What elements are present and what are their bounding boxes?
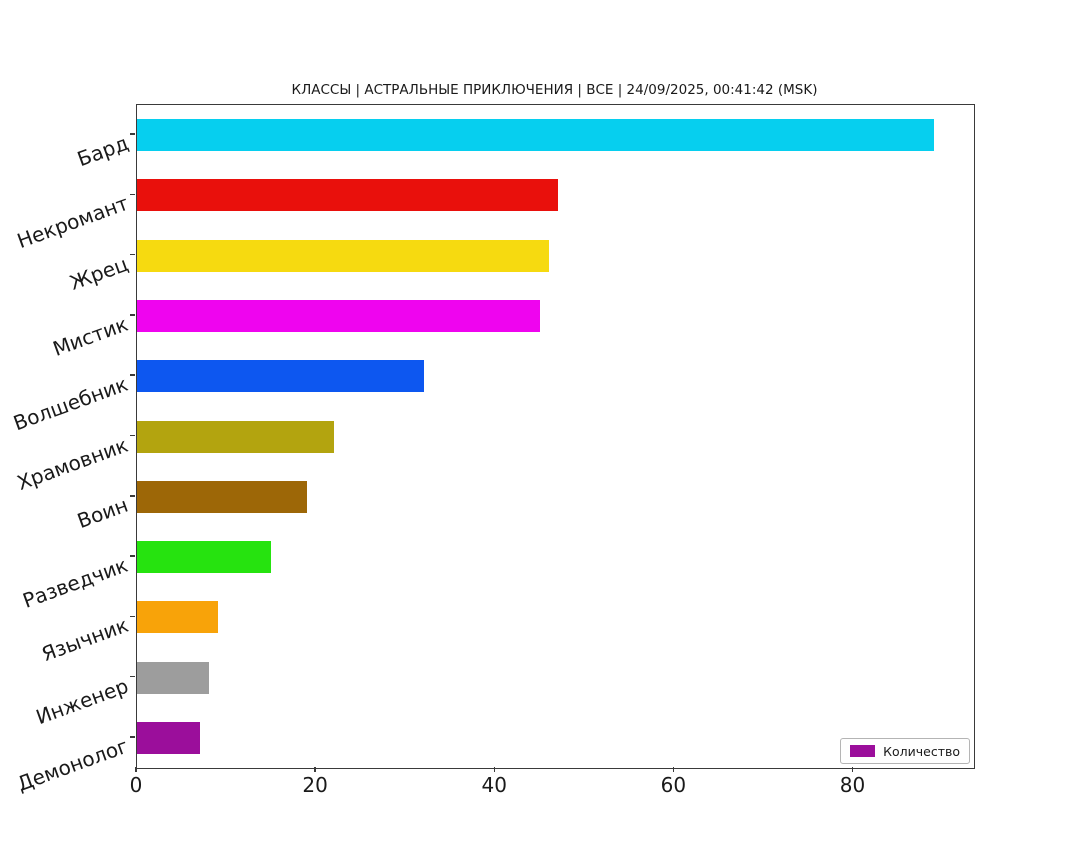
y-tick-label-1: Бард <box>73 130 132 172</box>
y-tick-label-3: Жрец <box>66 251 132 295</box>
legend-label: Количество <box>883 743 960 759</box>
bar-4 <box>137 299 541 332</box>
bar-8 <box>137 541 272 574</box>
y-tick-mark <box>130 193 135 196</box>
y-tick-label-6: Храмовник <box>13 432 132 495</box>
y-tick-mark <box>130 133 135 135</box>
y-tick-mark <box>130 374 135 376</box>
x-tick-mark <box>135 767 137 772</box>
bar-1 <box>137 119 935 152</box>
x-tick-label-0: 0 <box>129 773 143 797</box>
y-tick-mark <box>130 615 135 618</box>
bar-7 <box>137 480 308 513</box>
bar-5 <box>137 360 424 393</box>
bar-3 <box>137 239 549 272</box>
y-tick-mark <box>130 314 135 316</box>
chart-title: КЛАССЫ | АСТРАЛЬНЫЕ ПРИКЛЮЧЕНИЯ | ВСЕ | … <box>291 82 818 98</box>
y-tick-label-10: Инженер <box>32 673 132 729</box>
x-tick-mark <box>851 767 854 772</box>
x-tick-mark <box>672 767 675 772</box>
y-tick-mark <box>130 253 135 256</box>
y-tick-mark <box>130 555 135 557</box>
y-tick-label-8: Разведчик <box>19 552 132 613</box>
y-tick-mark <box>130 736 135 738</box>
y-tick-label-4: Мистик <box>49 311 132 361</box>
x-tick-label-20: 20 <box>302 773 328 797</box>
x-tick-mark <box>314 767 316 772</box>
bar-6 <box>137 420 335 453</box>
y-tick-label-11: Демонолог <box>13 733 132 796</box>
bar-11 <box>137 721 200 754</box>
x-tick-mark <box>493 767 496 772</box>
plot-area <box>136 104 975 769</box>
x-tick-label-60: 60 <box>660 773 687 797</box>
bar-2 <box>137 179 558 212</box>
x-tick-label-80: 80 <box>839 773 866 797</box>
y-tick-label-9: Язычник <box>38 613 132 667</box>
legend-box: Количество <box>840 738 970 764</box>
y-tick-label-7: Воин <box>74 492 132 533</box>
x-tick-label-40: 40 <box>481 773 507 797</box>
y-tick-label-2: Некромант <box>13 191 132 254</box>
bar-9 <box>137 601 218 634</box>
y-tick-mark <box>130 675 135 678</box>
y-tick-mark <box>130 434 135 437</box>
legend-swatch <box>850 745 876 757</box>
bar-10 <box>137 661 209 694</box>
y-tick-mark <box>130 495 135 497</box>
y-tick-label-5: Волшебник <box>10 371 132 436</box>
